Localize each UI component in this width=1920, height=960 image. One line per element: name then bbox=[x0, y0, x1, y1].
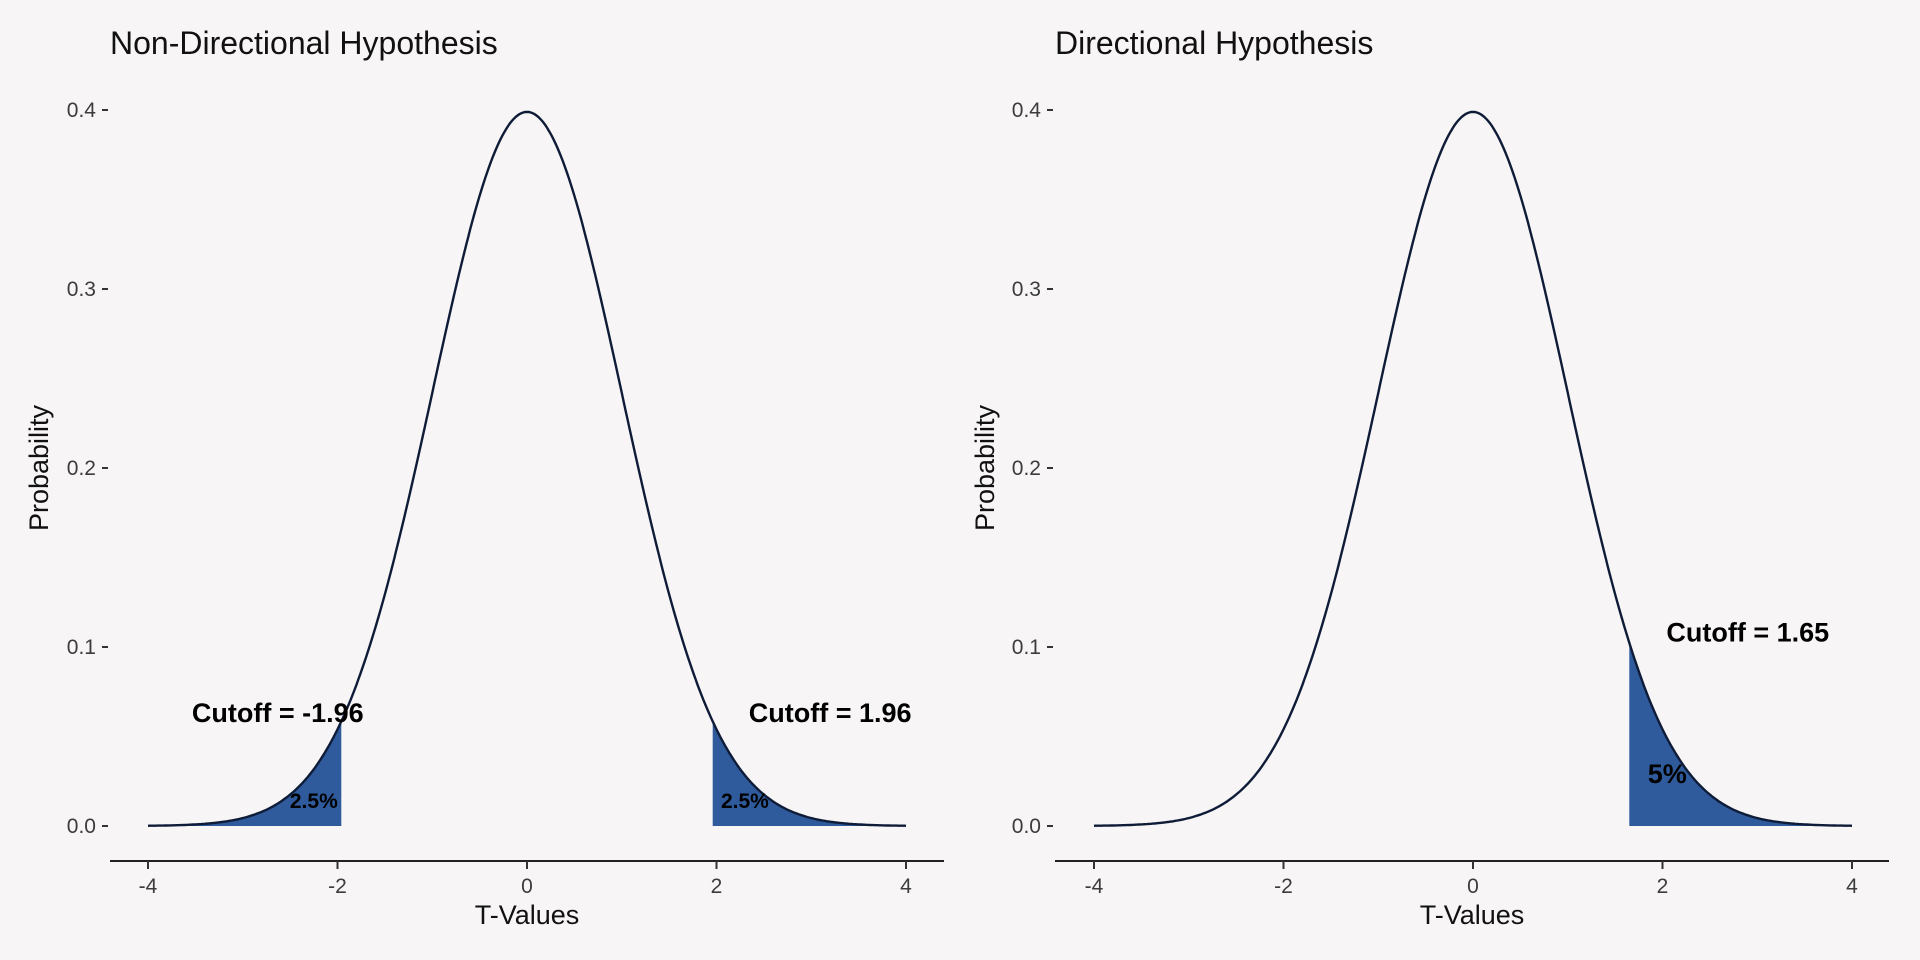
y-tick-label: 0.2 bbox=[67, 457, 96, 480]
shaded-tail-region bbox=[148, 721, 342, 826]
y-tick-label: 0.4 bbox=[67, 99, 97, 122]
annotation-label: Cutoff = 1.65 bbox=[1666, 618, 1829, 648]
x-tick-label: 0 bbox=[1467, 875, 1479, 898]
x-tick-label: 4 bbox=[1846, 875, 1858, 898]
non-directional-panel: Non-Directional Hypothesis -4 -2 0 2 4 0.0 0.1 0… bbox=[24, 25, 944, 930]
y-tick-label: 0.2 bbox=[1012, 457, 1041, 480]
y-tick-label: 0.0 bbox=[67, 815, 96, 838]
x-axis-title: T-Values bbox=[1420, 900, 1525, 930]
annotation-label: 2.5% bbox=[721, 790, 769, 813]
directional-panel: Directional Hypothesis -4 -2 0 2 4 0.0 0.1 0.2 0.… bbox=[970, 25, 1889, 930]
chart-title: Directional Hypothesis bbox=[1055, 25, 1373, 61]
x-tick-label: 2 bbox=[711, 875, 723, 898]
x-tick-label: -4 bbox=[1085, 875, 1104, 898]
y-axis-title: Probability bbox=[24, 404, 54, 531]
x-tick-label: 4 bbox=[900, 875, 912, 898]
shaded-tail-region bbox=[712, 721, 906, 826]
x-axis-title: T-Values bbox=[475, 900, 580, 930]
x-tick-label: -2 bbox=[328, 875, 347, 898]
y-tick-label: 0.3 bbox=[67, 278, 96, 301]
y-tick-label: 0.4 bbox=[1012, 99, 1042, 122]
y-axis-title: Probability bbox=[970, 404, 1000, 531]
y-tick-label: 0.3 bbox=[1012, 278, 1041, 301]
x-tick-label: 0 bbox=[521, 875, 533, 898]
chart-title: Non-Directional Hypothesis bbox=[110, 25, 498, 61]
annotation-label: Cutoff = 1.96 bbox=[749, 698, 912, 728]
x-tick-label: 2 bbox=[1657, 875, 1669, 898]
annotation-label: 5% bbox=[1648, 759, 1687, 789]
density-curve bbox=[1093, 110, 1853, 827]
y-tick-label: 0.0 bbox=[1012, 815, 1041, 838]
x-tick-label: -4 bbox=[139, 875, 158, 898]
y-tick-label: 0.1 bbox=[67, 636, 96, 659]
annotation-label: 2.5% bbox=[290, 790, 338, 813]
density-curve bbox=[147, 110, 907, 827]
shaded-tail-region bbox=[1629, 642, 1852, 826]
annotation-label: Cutoff = -1.96 bbox=[192, 698, 364, 728]
x-tick-label: -2 bbox=[1274, 875, 1293, 898]
y-tick-label: 0.1 bbox=[1012, 636, 1041, 659]
